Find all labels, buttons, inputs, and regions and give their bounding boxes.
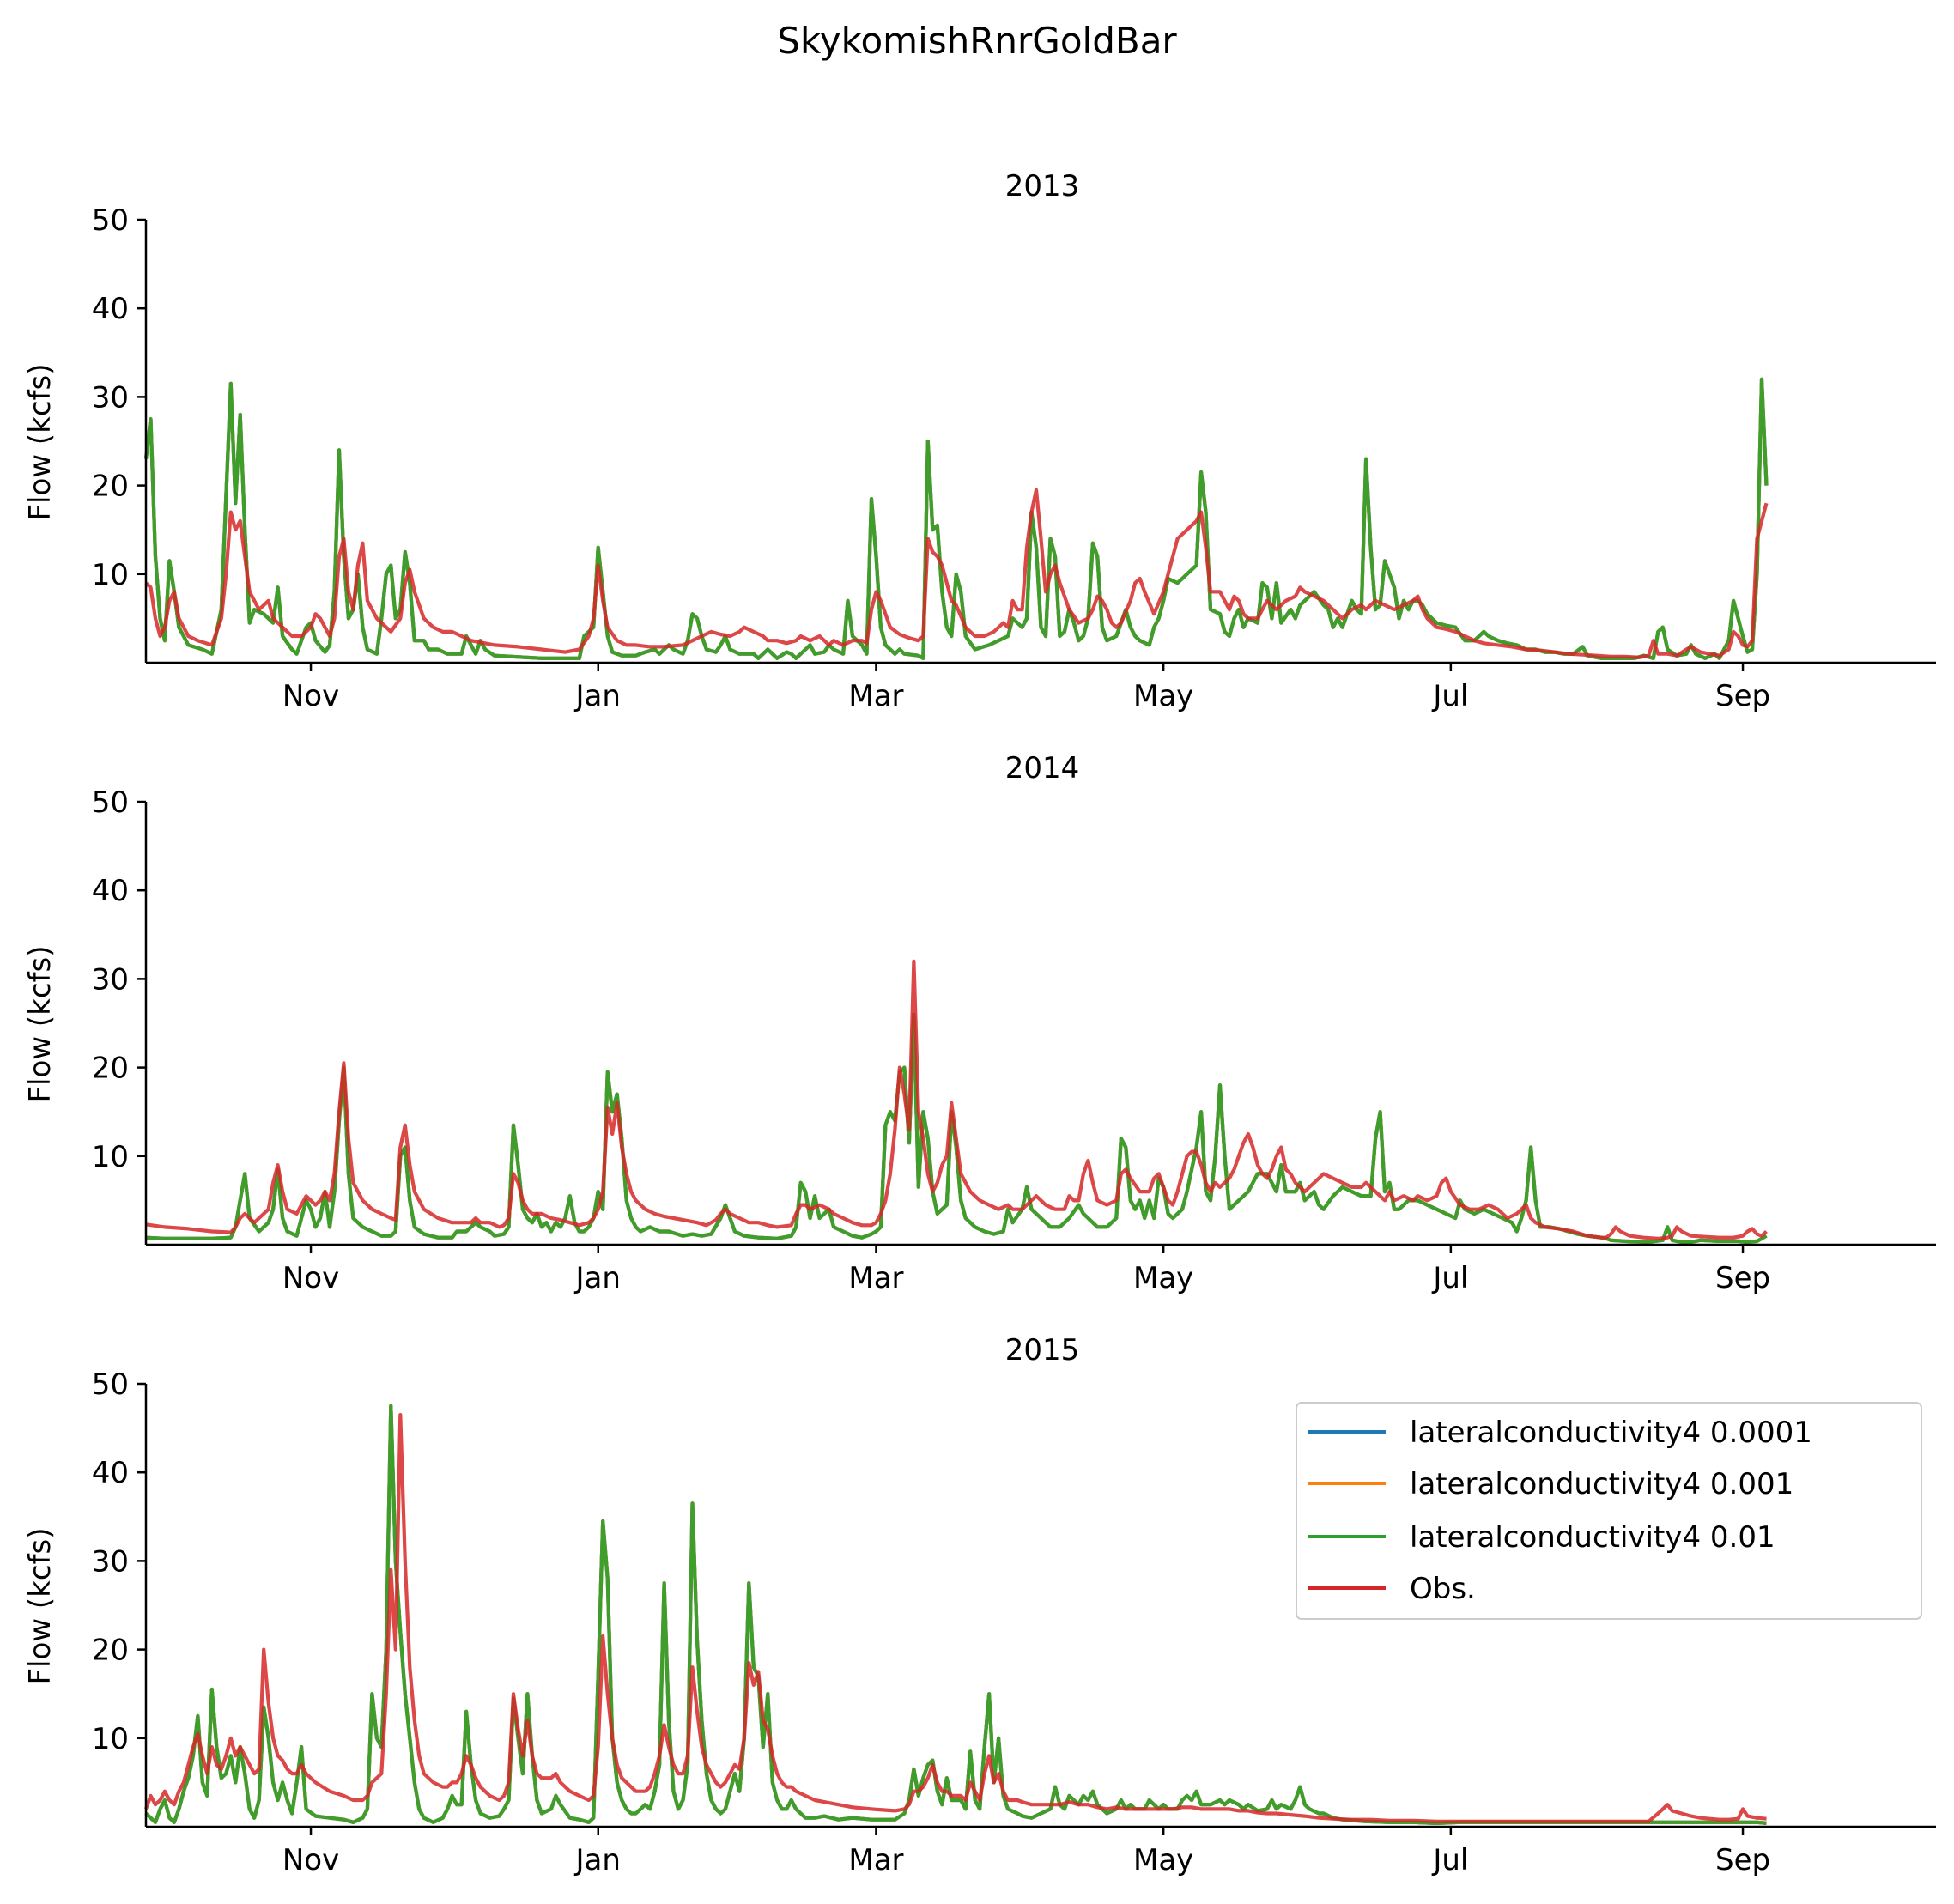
x-tick-label: Jul — [1431, 1843, 1468, 1877]
x-tick-label: May — [1133, 679, 1193, 713]
legend: lateralconductivity4 0.0001 lateralcondu… — [1296, 1402, 1922, 1620]
x-tick-label: Jan — [574, 679, 621, 713]
x-tick-label: Sep — [1715, 1261, 1770, 1295]
series-line-obs- — [144, 488, 1769, 659]
y-tick-label: 10 — [92, 558, 129, 592]
y-tick-label: 30 — [92, 1544, 129, 1579]
x-tick-label: Nov — [282, 1843, 339, 1877]
legend-entry: lateralconductivity4 0.001 — [1410, 1467, 1793, 1501]
x-tick-label: Jan — [574, 1843, 621, 1877]
series-line-lateralconductivity4-0-0001 — [143, 377, 1769, 660]
series-line-obs- — [144, 1413, 1767, 1823]
y-axis-label: Flow (kcfs) — [23, 945, 58, 1102]
axes-area: 10 20 30 40 50 Nov Jan Mar May Jul Sep — [92, 1367, 1936, 1877]
x-tick-label: Sep — [1715, 1843, 1770, 1877]
y-tick-label: 50 — [92, 785, 129, 820]
y-tick-label: 40 — [92, 1456, 129, 1490]
x-tick-label: Sep — [1715, 679, 1770, 713]
legend-entry: Obs. — [1410, 1572, 1476, 1606]
y-tick-label: 40 — [92, 292, 129, 326]
axes-area: 10 20 30 40 50 Nov Jan Mar May Jul Sep — [92, 785, 1936, 1295]
series-line-lateralconductivity4-0-01 — [144, 1404, 1767, 1825]
x-tick-label: Nov — [282, 1261, 339, 1295]
x-tick-label: May — [1133, 1843, 1193, 1877]
y-tick-label: 20 — [92, 470, 129, 504]
y-axis-label: Flow (kcfs) — [23, 1527, 58, 1684]
x-tick-label: May — [1133, 1261, 1193, 1295]
y-tick-label: 50 — [92, 203, 129, 238]
figure-suptitle: SkykomishRnrGoldBar — [777, 20, 1177, 62]
y-tick-label: 20 — [92, 1634, 129, 1668]
axes-area: 10 20 30 40 50 Nov Jan Mar May Jul Sep — [92, 203, 1936, 713]
series-line-obs- — [145, 959, 1768, 1240]
x-tick-label: Jul — [1431, 1261, 1468, 1295]
legend-frame — [1296, 1402, 1922, 1620]
x-tick-label: Mar — [848, 679, 903, 713]
y-axis-label: Flow (kcfs) — [23, 363, 58, 520]
panel-title: 2014 — [1005, 751, 1080, 785]
panel-2014: 2014 Flow (kcfs) 10 20 30 40 50 Nov Jan Mar May J… — [23, 751, 1936, 1295]
legend-entry: lateralconductivity4 0.01 — [1410, 1520, 1775, 1555]
x-tick-label: Nov — [282, 679, 339, 713]
y-tick-label: 50 — [92, 1367, 129, 1402]
y-tick-label: 30 — [92, 962, 129, 997]
panel-2015: 2015 Flow (kcfs) 10 20 30 40 50 Nov Jan Mar May J… — [23, 1333, 1936, 1877]
series-line-lateralconductivity4-0-01 — [143, 377, 1769, 660]
legend-entry: lateralconductivity4 0.0001 — [1410, 1416, 1812, 1450]
series-line-lateralconductivity4-0-001 — [143, 377, 1769, 660]
y-tick-label: 20 — [92, 1052, 129, 1086]
series-line-lateralconductivity4-0-01 — [145, 1012, 1768, 1244]
y-tick-label: 10 — [92, 1140, 129, 1174]
panel-title: 2015 — [1005, 1333, 1080, 1367]
x-tick-label: Mar — [848, 1843, 903, 1877]
panel-title: 2013 — [1005, 169, 1080, 203]
y-tick-label: 40 — [92, 874, 129, 908]
y-tick-label: 30 — [92, 380, 129, 415]
x-tick-label: Jan — [574, 1261, 621, 1295]
panel-2013: 2013 Flow (kcfs) 10 20 30 40 50 Nov Jan Mar May J… — [23, 169, 1936, 713]
x-tick-label: Mar — [848, 1261, 903, 1295]
x-tick-label: Jul — [1431, 679, 1468, 713]
y-tick-label: 10 — [92, 1722, 129, 1756]
